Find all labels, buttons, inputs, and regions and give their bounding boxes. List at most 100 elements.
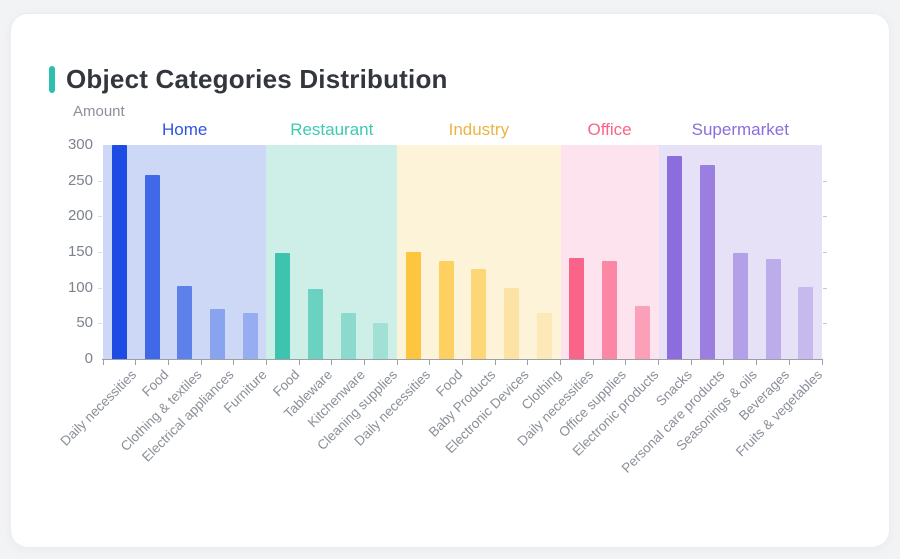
bar-slot	[397, 145, 430, 359]
x-axis-tick	[135, 360, 137, 365]
group-label-industry: Industry	[448, 120, 510, 139]
bar-industry-daily-necessities[interactable]	[405, 252, 421, 359]
x-axis-tick	[462, 360, 463, 365]
y-axis-title: Amount	[73, 103, 125, 120]
bar-industry-food[interactable]	[438, 260, 454, 359]
x-axis-tick	[625, 360, 627, 365]
x-axis-tick	[658, 360, 660, 365]
y-axis-tick-left	[98, 180, 102, 182]
y-axis-tick-right	[823, 252, 827, 253]
x-axis-tick	[331, 360, 333, 365]
title-accent-bar	[49, 66, 55, 93]
y-axis-tick-right	[823, 287, 827, 289]
x-axis-tick	[527, 360, 529, 365]
x-axis-tick	[396, 360, 398, 365]
bar-supermarket-personal-care-products[interactable]	[700, 164, 716, 359]
y-axis-tick-right	[823, 180, 827, 182]
bar-slot	[103, 145, 136, 359]
x-axis-tick	[560, 360, 562, 365]
x-axis-tick	[200, 360, 202, 365]
bar-slot	[789, 145, 822, 359]
y-axis-label: 250	[67, 171, 93, 189]
bar-slot	[626, 145, 659, 359]
x-axis-tick	[102, 360, 104, 365]
y-axis-tick-right	[823, 323, 827, 325]
bar-home-clothing-textiles[interactable]	[177, 285, 193, 359]
plot-area	[103, 145, 822, 359]
x-axis-tick	[821, 360, 823, 365]
bar-slot	[691, 145, 724, 359]
bar-supermarket-beverages[interactable]	[765, 259, 781, 359]
x-axis-tick	[788, 360, 790, 365]
x-axis-tick	[756, 360, 758, 365]
bar-supermarket-seasonings-oils[interactable]	[732, 253, 748, 359]
bar-home-electrical-appliances[interactable]	[209, 309, 225, 359]
y-axis-tick-right	[823, 216, 827, 218]
bar-industry-clothing[interactable]	[536, 313, 552, 359]
bar-slot	[201, 145, 234, 359]
group-band-industry	[397, 145, 561, 359]
group-band-office	[560, 145, 659, 359]
x-axis-tick	[167, 360, 169, 365]
y-axis-label: 150	[67, 243, 93, 260]
bar-restaurant-tableware[interactable]	[307, 289, 323, 359]
x-axis-tick	[298, 360, 300, 365]
x-axis-tick	[233, 360, 235, 365]
x-axis-line	[102, 359, 823, 360]
chart-title: Object Categories Distribution	[66, 64, 448, 94]
x-axis-tick	[429, 360, 431, 365]
bar-office-office-supplies[interactable]	[602, 260, 618, 359]
bar-industry-electronic-devices[interactable]	[504, 287, 520, 359]
group-label-supermarket: Supermarket	[691, 120, 789, 139]
x-axis-tick	[690, 360, 692, 365]
x-axis-tick	[494, 360, 496, 365]
bar-restaurant-food[interactable]	[275, 253, 291, 359]
bar-slot	[266, 145, 299, 359]
group-labels-row: Home Restaurant Industry Office Supermarket	[103, 119, 822, 141]
y-axis-label: 200	[67, 207, 93, 225]
y-axis-label: 100	[67, 278, 93, 296]
card-header: Object Categories Distribution	[49, 64, 448, 95]
y-axis-tick-left	[98, 216, 102, 218]
bar-home-food[interactable]	[144, 174, 160, 359]
y-axis-label: 300	[67, 136, 93, 153]
group-label-restaurant: Restaurant	[290, 120, 374, 139]
x-axis-tick	[265, 360, 267, 365]
bar-slot	[430, 145, 463, 359]
bar-restaurant-kitchenware[interactable]	[340, 312, 356, 359]
bar-slot	[299, 145, 332, 359]
bar-slot	[528, 145, 561, 359]
bar-slot	[463, 145, 496, 359]
group-band-home	[103, 145, 267, 359]
y-axis-tick-left	[98, 287, 102, 289]
bar-restaurant-cleaning-supplies[interactable]	[373, 322, 389, 359]
bar-slot	[364, 145, 397, 359]
bar-office-daily-necessities[interactable]	[569, 257, 585, 359]
x-axis-tick	[592, 360, 594, 365]
group-band-restaurant	[266, 145, 398, 359]
group-band-supermarket	[658, 145, 822, 359]
bar-slot	[561, 145, 594, 359]
chart-card: Object Categories Distribution Amount Ho…	[10, 13, 890, 548]
x-axis-tick	[363, 360, 365, 365]
bar-industry-baby-products[interactable]	[471, 269, 487, 359]
bar-slot	[495, 145, 528, 359]
bar-home-daily-necessities[interactable]	[111, 145, 127, 359]
y-axis-label: 50	[76, 314, 93, 332]
bar-slot	[724, 145, 757, 359]
bar-slot	[757, 145, 790, 359]
bar-supermarket-fruits-vegetables[interactable]	[798, 286, 814, 359]
bar-slot	[593, 145, 626, 359]
group-label-office: Office	[587, 120, 632, 139]
bar-slot	[659, 145, 692, 359]
y-axis-tick-left	[98, 252, 102, 253]
bar-supermarket-snacks[interactable]	[667, 155, 683, 359]
bar-chart: Home Restaurant Industry Office Supermarket …	[57, 120, 827, 476]
bar-office-electronic-products[interactable]	[634, 305, 650, 359]
group-label-home: Home	[162, 120, 208, 139]
y-axis-tick-left	[98, 323, 102, 325]
y-axis-label: 0	[84, 350, 93, 367]
bar-home-furniture[interactable]	[242, 313, 258, 359]
bar-slot	[168, 145, 201, 359]
bar-slot	[234, 145, 267, 359]
